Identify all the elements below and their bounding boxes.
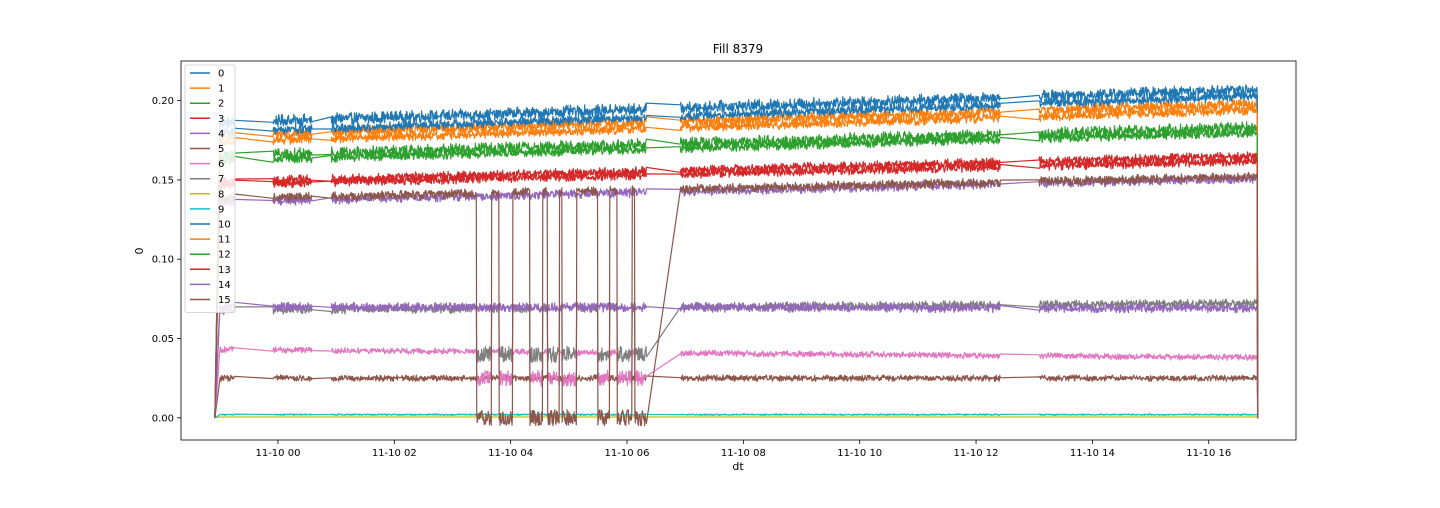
series-line-15 [214,171,1259,427]
y-axis-label: 0 [133,248,146,255]
legend-label: 7 [218,174,224,185]
legend-label: 9 [218,204,224,215]
series-line-0 [214,84,1259,419]
x-tick-label: 11-10 14 [1070,448,1115,459]
series-layer [214,84,1259,427]
series-line-12 [214,127,1259,419]
x-tick-label: 11-10 06 [605,448,650,459]
series-line-9 [214,413,1259,419]
y-axis: 0.00 0.05 0.10 0.15 0.20 [152,96,181,424]
x-tick-label: 11-10 02 [372,448,417,459]
plot-area [180,60,1297,441]
x-axis: 11-10 00 11-10 02 11-10 04 11-10 06 11-10 08… [255,440,1231,459]
x-tick-label: 11-10 00 [255,448,300,459]
legend-label: 14 [218,280,231,291]
series-line-6 [214,346,1259,419]
legend-label: 15 [218,295,231,306]
legend-label: 2 [218,99,224,110]
legend-label: 12 [218,250,231,261]
legend-label: 10 [218,220,231,231]
x-tick-label: 11-10 12 [954,448,999,459]
legend-label: 6 [218,159,224,170]
legend-label: 0 [218,69,224,80]
series-line-2 [214,121,1259,419]
legend-label: 8 [218,189,224,200]
legend-label: 11 [218,235,231,246]
series-line-5 [214,374,1259,419]
x-axis-label: dt [732,460,744,473]
y-tick-label: 0.00 [152,413,174,424]
series-line-11 [214,105,1259,419]
chart-title: Fill 8379 [713,42,763,56]
y-tick-label: 0.10 [152,255,174,266]
x-tick-label: 11-10 10 [837,448,882,459]
y-tick-label: 0.20 [152,96,174,107]
legend-label: 1 [218,84,224,95]
legend-label: 5 [218,144,224,155]
y-tick-label: 0.05 [152,334,174,345]
x-tick-label: 11-10 08 [721,448,766,459]
legend-label: 13 [218,265,231,276]
series-line-14 [214,301,1259,419]
legend-label: 3 [218,114,224,125]
x-tick-label: 11-10 04 [488,448,533,459]
x-tick-label: 11-10 16 [1186,448,1231,459]
y-tick-label: 0.15 [152,175,174,186]
axes-frame [180,60,1297,441]
legend-box [184,64,236,314]
series-line-13 [214,155,1259,419]
series-line-8 [214,416,1259,419]
series-line-10 [214,91,1259,419]
legend-label: 4 [218,129,224,140]
